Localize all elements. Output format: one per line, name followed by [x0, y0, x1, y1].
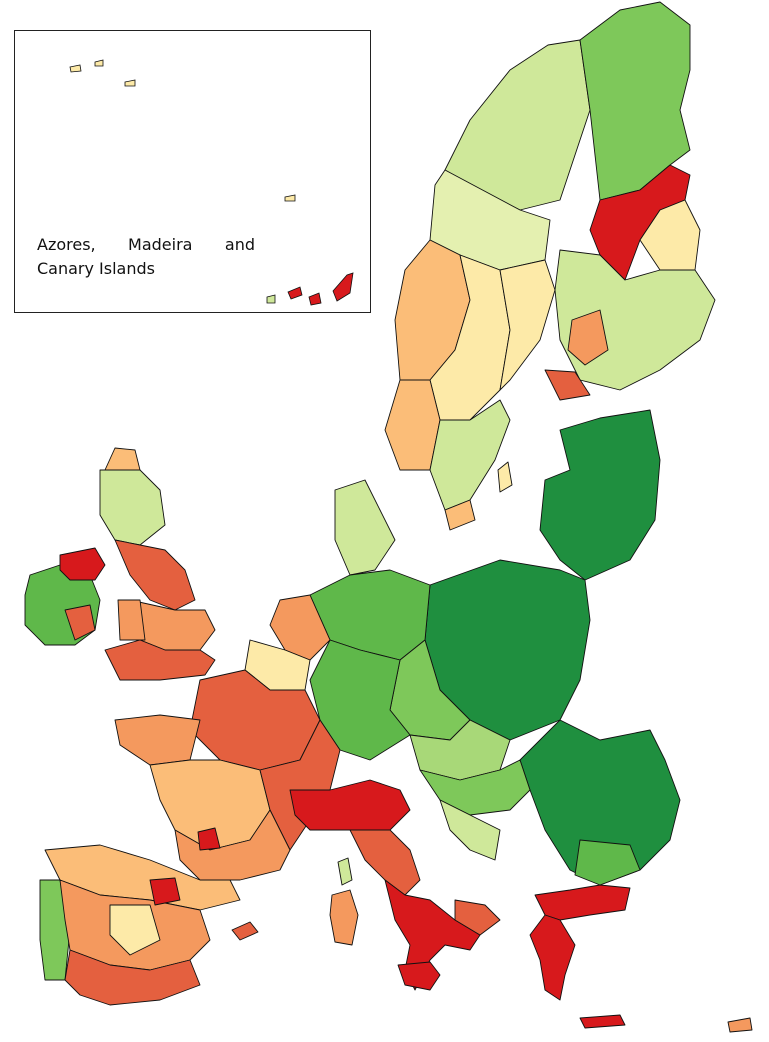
region-scotland	[99, 469, 166, 546]
region-germany-south	[309, 639, 411, 761]
region-italy-south	[384, 879, 481, 991]
region-sardinia	[329, 889, 359, 946]
region-norway-southwest	[384, 379, 441, 471]
region-azores	[69, 64, 82, 73]
region-canary-mid-1	[287, 286, 303, 300]
region-greece-south	[529, 914, 576, 1001]
inset-outermost-regions: Azores, Madeira and Canary Islands	[14, 30, 371, 313]
region-spain-south	[64, 949, 201, 1006]
region-sicily	[397, 961, 441, 991]
region-sweden-south	[429, 399, 511, 511]
region-italy-center	[349, 829, 421, 896]
inset-caption: Azores, Madeira and Canary Islands	[37, 235, 255, 278]
region-sweden-southeast	[444, 499, 476, 531]
region-azores-2	[94, 59, 104, 67]
region-crete	[579, 1014, 626, 1029]
region-canary-mid-2	[308, 292, 322, 306]
region-azores-3	[124, 79, 136, 87]
region-ireland-south-red	[64, 604, 96, 641]
inset-islands	[69, 59, 354, 306]
region-france-southwest-red	[197, 827, 221, 851]
region-england-north	[114, 539, 196, 611]
region-scotland-north	[104, 447, 141, 471]
region-canary-east	[332, 272, 354, 302]
region-northern-ireland	[59, 547, 106, 581]
region-france-south	[174, 809, 291, 881]
region-slovenia-croatia	[439, 799, 501, 861]
region-lapland-sweden	[579, 1, 691, 201]
region-corsica	[337, 857, 353, 886]
region-bulgaria-south	[574, 839, 641, 886]
region-italy-southeast	[454, 899, 501, 936]
region-canary-west	[266, 294, 276, 304]
region-spain-east-red	[149, 877, 181, 906]
region-spain-center-pale	[109, 904, 161, 956]
region-finland-south-red	[544, 369, 591, 401]
region-brittany	[114, 714, 201, 766]
region-italy-north	[289, 779, 411, 831]
region-baltics	[539, 409, 661, 581]
region-england-south	[104, 639, 216, 681]
region-gotland	[497, 461, 513, 493]
region-balearic	[231, 921, 259, 941]
region-denmark	[334, 479, 396, 576]
region-finland-mid-orange	[567, 309, 609, 366]
region-greece-north	[534, 884, 631, 921]
region-wales	[117, 599, 146, 641]
region-sweden-central	[499, 259, 556, 391]
region-cyprus	[727, 1017, 753, 1033]
region-madeira	[284, 194, 296, 202]
